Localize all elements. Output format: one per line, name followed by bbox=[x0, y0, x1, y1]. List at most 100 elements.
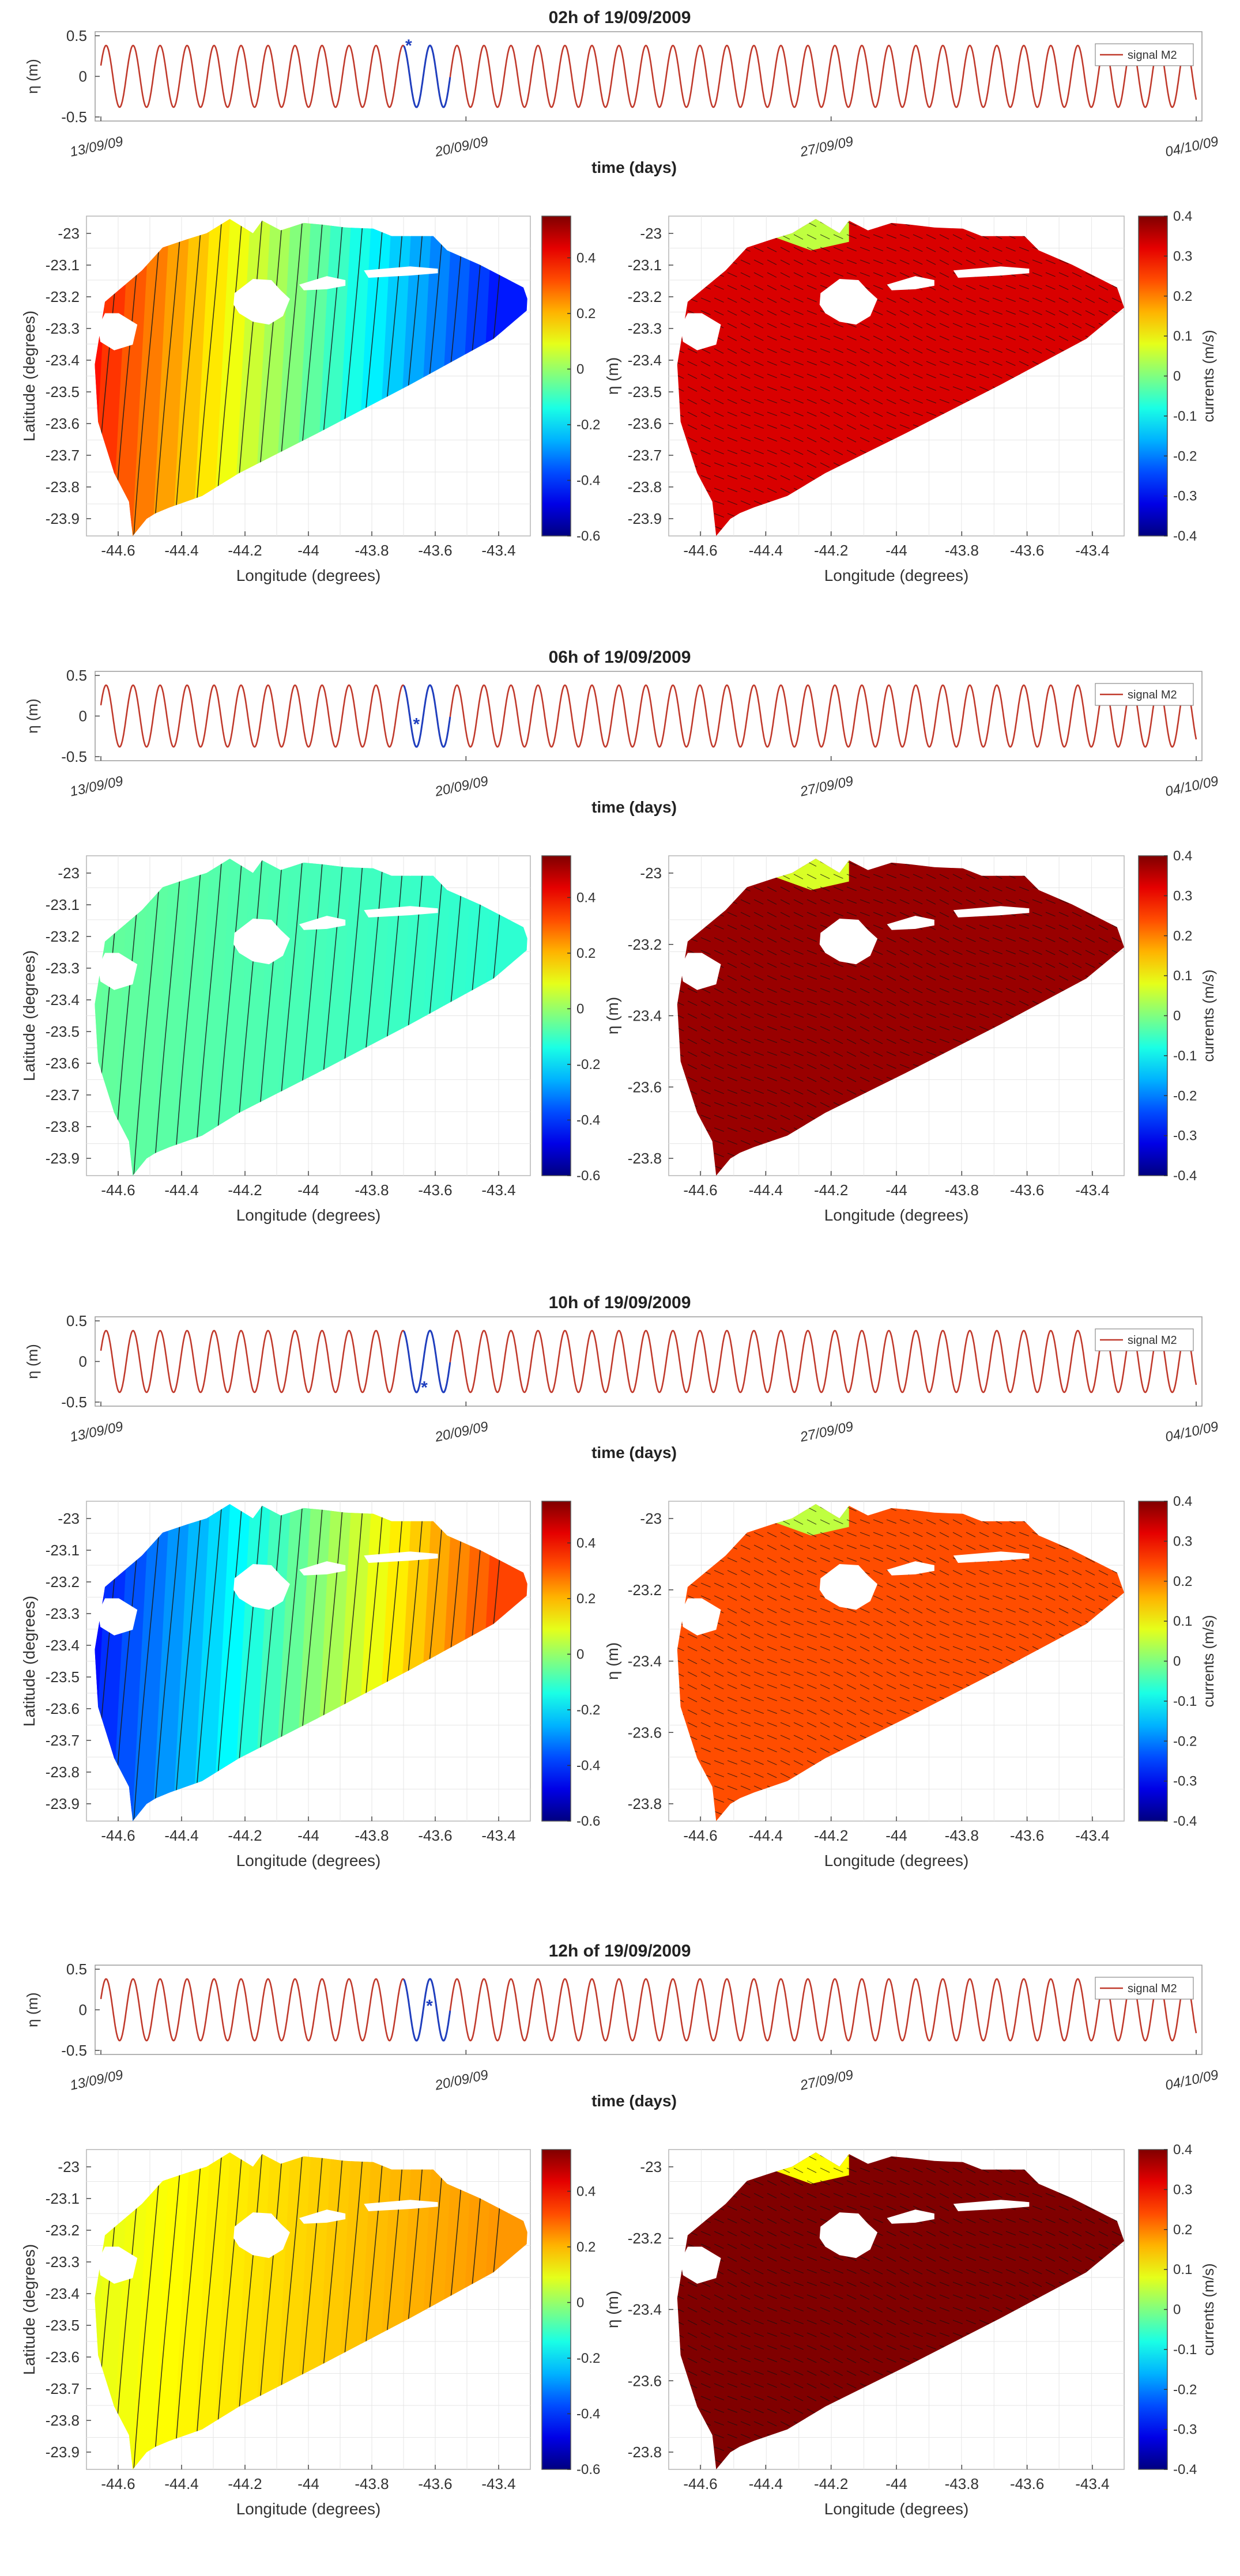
current-vector bbox=[767, 323, 777, 328]
current-vector bbox=[846, 1697, 857, 1702]
current-vector bbox=[740, 2218, 751, 2224]
current-vector bbox=[1072, 310, 1082, 316]
current-vector bbox=[753, 297, 764, 303]
current-vector bbox=[767, 1697, 778, 1701]
current-vector bbox=[753, 2231, 764, 2237]
current-vector bbox=[780, 975, 790, 980]
current-vector bbox=[939, 2205, 949, 2211]
current-vector bbox=[806, 2282, 817, 2286]
current-vector bbox=[806, 1519, 817, 1525]
current-vector bbox=[820, 2370, 830, 2376]
current-vector bbox=[979, 1013, 989, 1018]
current-vector bbox=[740, 450, 751, 454]
current-vector bbox=[1019, 1000, 1029, 1006]
current-vector bbox=[677, 373, 684, 379]
current-vector bbox=[820, 2320, 830, 2325]
y-tick-label: -23.5 bbox=[628, 383, 662, 401]
current-vector bbox=[833, 899, 843, 904]
current-vector bbox=[820, 1709, 830, 1715]
current-vector bbox=[1058, 950, 1069, 955]
current-vector bbox=[913, 2307, 923, 2312]
island-shape bbox=[887, 1561, 934, 1576]
current-vector bbox=[1019, 1621, 1029, 1626]
current-vector bbox=[780, 437, 790, 442]
current-vector bbox=[886, 2269, 896, 2275]
current-vector bbox=[806, 1051, 817, 1056]
island-shape bbox=[98, 313, 138, 350]
current-vector bbox=[753, 1773, 764, 1778]
colorbar-label: currents (m/s) bbox=[1200, 330, 1217, 422]
current-vector bbox=[714, 1000, 724, 1006]
current-vector bbox=[820, 1735, 830, 1740]
current-vector bbox=[793, 1077, 804, 1082]
colorbar-tick-label: -0.6 bbox=[576, 528, 600, 544]
y-tick-label: -23.7 bbox=[46, 447, 80, 464]
current-vector bbox=[727, 2320, 737, 2325]
current-vector bbox=[1005, 937, 1016, 942]
current-vector bbox=[939, 2256, 949, 2262]
current-vector bbox=[1019, 1608, 1029, 1613]
current-vector bbox=[926, 323, 936, 328]
current-vector bbox=[860, 1051, 870, 1057]
current-vector bbox=[926, 411, 937, 416]
current-vector bbox=[806, 424, 817, 430]
current-vector bbox=[873, 1570, 883, 1575]
current-vector bbox=[793, 247, 804, 252]
current-vector bbox=[899, 323, 910, 328]
current-vector bbox=[687, 1722, 698, 1728]
y-tick-label: -23.2 bbox=[46, 928, 80, 945]
y-tick-label: -23.6 bbox=[628, 1078, 662, 1096]
current-vector bbox=[767, 1127, 777, 1133]
current-vector bbox=[727, 2421, 738, 2426]
current-vector bbox=[1005, 285, 1016, 289]
x-tick-label: 04/10/09 bbox=[1164, 1419, 1220, 1445]
current-vector bbox=[806, 1115, 817, 1120]
chart-title: 12h of 19/09/2009 bbox=[549, 1942, 691, 1961]
current-vector bbox=[806, 1735, 817, 1740]
current-vector bbox=[913, 2345, 923, 2350]
current-vector bbox=[966, 1621, 977, 1625]
current-vector bbox=[820, 2396, 830, 2401]
current-vector bbox=[873, 437, 883, 442]
current-vector bbox=[913, 373, 923, 379]
current-vector bbox=[966, 1519, 976, 1525]
current-vector bbox=[873, 2256, 883, 2262]
current-vector bbox=[753, 2320, 764, 2325]
colorbar-tick-label: -0.6 bbox=[576, 1168, 600, 1184]
current-vector bbox=[1019, 1582, 1029, 1588]
current-vector bbox=[926, 2282, 936, 2287]
current-vector bbox=[780, 297, 790, 303]
colorbar-tick-label: 0.1 bbox=[1173, 2262, 1192, 2277]
colorbar-tick-label: 0.4 bbox=[1173, 848, 1192, 864]
current-vector bbox=[860, 2345, 870, 2351]
current-vector bbox=[873, 2243, 883, 2249]
current-vector bbox=[714, 1798, 724, 1803]
current-vector bbox=[767, 899, 777, 905]
current-vector bbox=[687, 361, 698, 367]
colorbar-tick-label: 0.2 bbox=[576, 946, 595, 961]
current-vector bbox=[1005, 1582, 1016, 1587]
current-vector bbox=[780, 386, 791, 391]
current-vector bbox=[740, 399, 751, 404]
current-vector bbox=[780, 1621, 790, 1626]
current-vector bbox=[979, 310, 989, 315]
current-vector bbox=[873, 539, 883, 543]
colorbar-tick-label: 0.2 bbox=[576, 306, 595, 322]
current-vector bbox=[727, 1127, 738, 1132]
current-vector bbox=[767, 1735, 777, 1740]
current-vector bbox=[886, 988, 896, 994]
current-vector bbox=[979, 1633, 990, 1638]
current-vector bbox=[886, 1646, 896, 1652]
y-tick-label: -23.3 bbox=[46, 1605, 80, 1622]
current-vector bbox=[767, 2269, 777, 2274]
current-vector bbox=[913, 2193, 923, 2199]
current-vector bbox=[886, 937, 896, 943]
current-vector bbox=[1005, 1608, 1016, 1613]
current-vector bbox=[780, 2396, 790, 2401]
current-vector bbox=[767, 1532, 777, 1538]
current-vector bbox=[873, 1684, 883, 1690]
current-vector bbox=[740, 1089, 751, 1094]
y-tick-label: -23.8 bbox=[46, 1763, 80, 1781]
current-vector bbox=[833, 1026, 843, 1032]
x-tick-label: -44.4 bbox=[749, 542, 783, 559]
